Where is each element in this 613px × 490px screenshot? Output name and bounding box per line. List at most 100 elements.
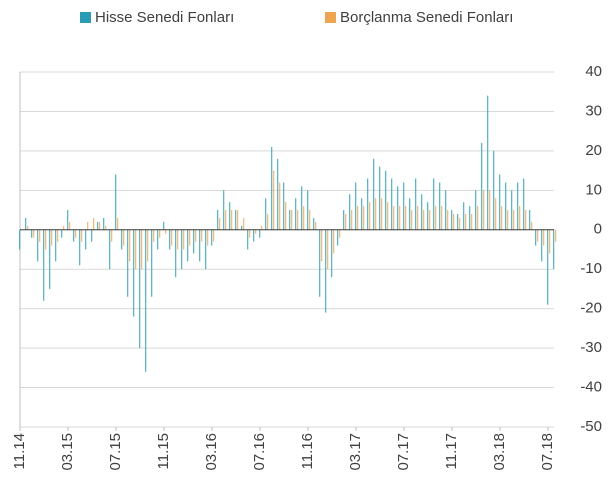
x-tick-label: 03.16 — [203, 433, 220, 471]
bar — [201, 229, 203, 242]
bar — [25, 217, 27, 230]
bar — [507, 210, 509, 230]
bar — [273, 170, 275, 230]
bar — [277, 158, 279, 230]
bar — [67, 210, 69, 230]
y-tick-label: 30 — [585, 102, 602, 119]
bar — [243, 217, 245, 230]
bar — [27, 225, 29, 230]
bar — [553, 229, 555, 270]
bar — [301, 186, 303, 230]
y-tick-label: -50 — [580, 418, 602, 435]
bar — [453, 214, 455, 230]
bar — [303, 206, 305, 230]
bar — [285, 202, 287, 230]
bar — [205, 229, 207, 270]
bar — [189, 229, 191, 246]
y-tick-label: -10 — [580, 260, 602, 277]
bar — [33, 229, 35, 238]
bar — [249, 229, 251, 238]
bar — [177, 229, 179, 250]
bar — [39, 229, 41, 242]
bar — [159, 229, 161, 238]
bar — [423, 210, 425, 230]
bar — [309, 210, 311, 230]
bar — [393, 206, 395, 230]
bar — [357, 206, 359, 230]
bar — [531, 221, 533, 230]
bar — [441, 206, 443, 230]
bar — [349, 194, 351, 230]
bar — [519, 206, 521, 230]
bar — [81, 229, 83, 242]
y-tick-label: -40 — [580, 379, 602, 396]
bar — [103, 217, 105, 230]
bar — [19, 229, 21, 250]
bar — [409, 198, 411, 230]
bar — [307, 190, 309, 230]
bar — [459, 217, 461, 230]
bar — [339, 229, 341, 238]
bar — [135, 229, 137, 270]
bar — [271, 146, 273, 230]
bar — [547, 229, 549, 305]
x-tick-label: 03.15 — [59, 433, 76, 471]
bar — [141, 229, 143, 270]
bar — [229, 202, 231, 230]
bar — [279, 182, 281, 230]
bar — [399, 206, 401, 230]
bar — [439, 182, 441, 230]
bar — [225, 210, 227, 230]
bar — [139, 229, 141, 349]
bar — [181, 229, 183, 270]
x-tick-label: 07.17 — [395, 433, 412, 471]
bar — [75, 229, 77, 238]
bar — [93, 217, 95, 230]
bar — [379, 166, 381, 230]
bar — [501, 206, 503, 230]
bar — [51, 229, 53, 246]
bar — [231, 210, 233, 230]
bar — [469, 206, 471, 230]
y-tick-label: 40 — [585, 63, 602, 80]
bar — [421, 194, 423, 230]
bar — [465, 214, 467, 230]
bar — [255, 229, 257, 234]
bar — [69, 221, 71, 230]
bar — [267, 214, 269, 230]
bar — [283, 182, 285, 230]
bar — [483, 190, 485, 230]
bar — [397, 186, 399, 230]
bar — [211, 229, 213, 246]
bar — [325, 229, 327, 313]
bar — [259, 229, 261, 238]
bar — [187, 229, 189, 262]
bar — [315, 221, 317, 230]
bar — [133, 229, 135, 317]
bar — [207, 229, 209, 246]
bar — [79, 229, 81, 266]
bar — [105, 225, 107, 230]
y-tick-label: -20 — [580, 300, 602, 317]
y-tick-label: -30 — [580, 339, 602, 356]
bar — [261, 225, 263, 230]
bar — [411, 210, 413, 230]
bar — [213, 229, 215, 242]
bar — [373, 158, 375, 230]
bar — [151, 229, 153, 297]
bar — [363, 206, 365, 230]
bar — [415, 178, 417, 230]
bar — [405, 206, 407, 230]
y-tick-label: 20 — [585, 142, 602, 159]
bar — [495, 198, 497, 230]
x-tick-label: 03.17 — [347, 433, 364, 471]
bar — [481, 143, 483, 230]
bar — [451, 210, 453, 230]
legend-swatch — [80, 12, 91, 23]
bar — [385, 170, 387, 230]
bar — [447, 210, 449, 230]
bar — [291, 210, 293, 230]
x-tick-label: 11.14 — [11, 433, 28, 469]
x-tick-label: 03.18 — [491, 433, 508, 471]
bar — [169, 229, 171, 250]
